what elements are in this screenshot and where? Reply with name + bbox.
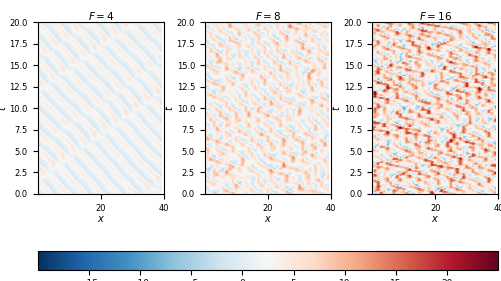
Y-axis label: $t$: $t$ (163, 105, 175, 111)
X-axis label: $x$: $x$ (431, 214, 439, 224)
Title: $F = 4$: $F = 4$ (88, 10, 114, 22)
Y-axis label: $t$: $t$ (330, 105, 342, 111)
X-axis label: $x$: $x$ (264, 214, 272, 224)
Title: $F = 16$: $F = 16$ (418, 10, 452, 22)
Title: $F = 8$: $F = 8$ (255, 10, 282, 22)
Y-axis label: $t$: $t$ (0, 105, 8, 111)
X-axis label: $x$: $x$ (97, 214, 105, 224)
